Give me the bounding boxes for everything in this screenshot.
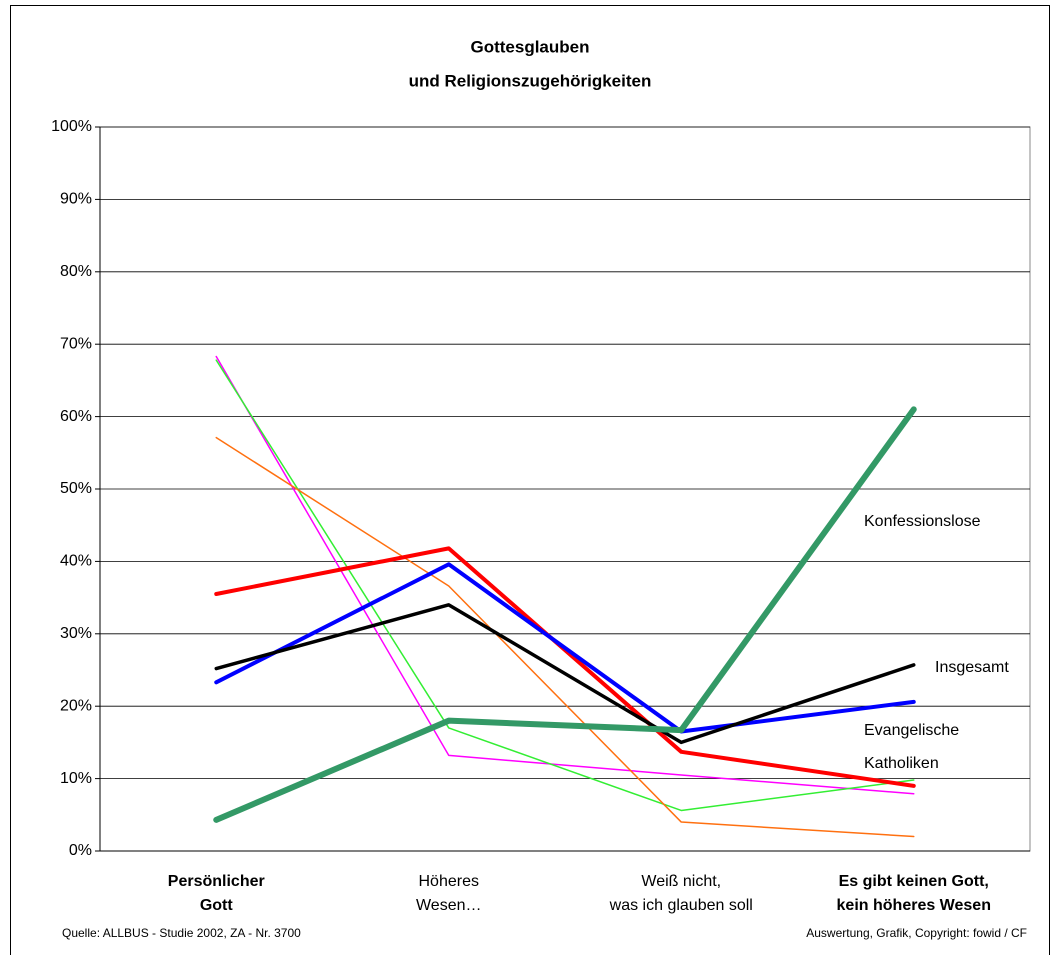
series-label: Katholiken (864, 755, 939, 772)
credit-note: Auswertung, Grafik, Copyright: fowid / C… (806, 926, 1027, 940)
y-tick-label: 30% (60, 625, 92, 642)
series-label: Konfessionslose (864, 513, 981, 530)
x-tick-label: Gott (200, 897, 234, 914)
x-tick-label: was ich glauben soll (609, 897, 753, 914)
y-tick-label: 80% (60, 263, 92, 280)
series-line (215, 359, 915, 812)
x-tick-label: Wesen… (416, 897, 482, 914)
series-line (215, 355, 915, 795)
y-tick-label: 10% (60, 770, 92, 787)
y-tick-label: 20% (60, 697, 92, 714)
y-tick-label: 90% (60, 191, 92, 208)
chart-title: Gottesglauben (470, 37, 589, 56)
source-note: Quelle: ALLBUS - Studie 2002, ZA - Nr. 3… (62, 926, 301, 940)
y-tick-label: 40% (60, 553, 92, 570)
y-tick-label: 70% (60, 335, 92, 352)
y-tick-label: 50% (60, 480, 92, 497)
x-tick-label: Es gibt keinen Gott, (839, 873, 989, 890)
chart-frame (10, 5, 1050, 955)
y-tick-label: 60% (60, 408, 92, 425)
series-line (214, 562, 916, 734)
series-line (215, 436, 915, 838)
x-tick-label: kein höheres Wesen (837, 897, 991, 914)
series-line (214, 603, 916, 745)
x-tick-label: Weiß nicht, (641, 873, 721, 890)
chart-title: und Religionszugehörigkeiten (409, 71, 652, 90)
x-tick-label: Höheres (419, 873, 479, 890)
x-tick-label: Persönlicher (168, 873, 265, 890)
y-tick-label: 0% (69, 842, 92, 859)
series-line (213, 406, 917, 823)
series-label: Evangelische (864, 722, 959, 739)
y-tick-label: 100% (51, 118, 92, 135)
series-line (214, 546, 916, 788)
series-label: Insgesamt (935, 659, 1009, 676)
